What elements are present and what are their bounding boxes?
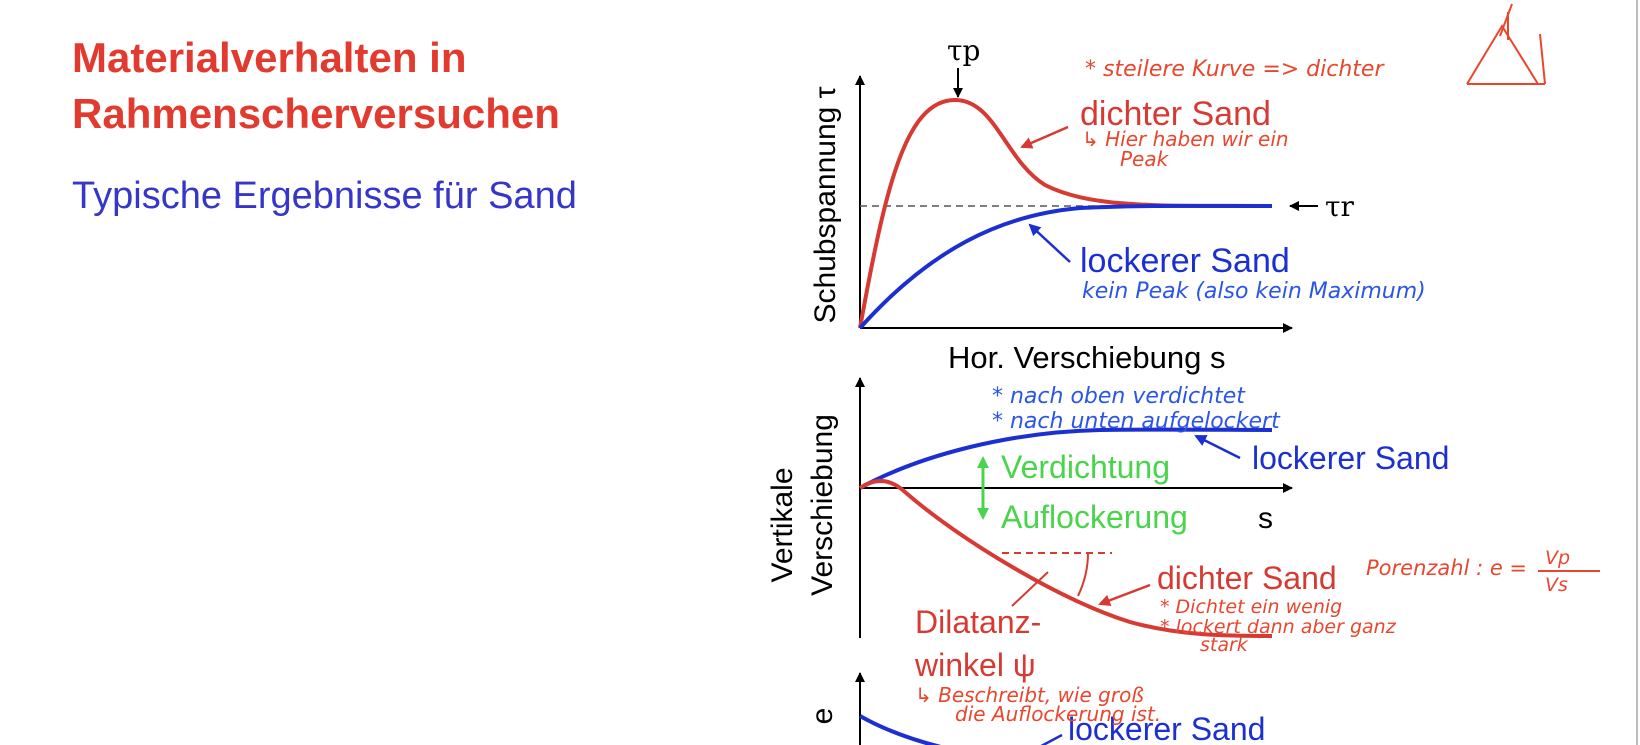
dilatancy-angle-arc [1077, 552, 1089, 597]
top-loose-pointer [1028, 223, 1071, 263]
vertical-displacement-panel: Vertikale Verschiebung s Verdichtung Auf… [766, 377, 1449, 683]
slide-subtitle: Typische Ergebnisse für Sand [72, 175, 577, 217]
middle-x-axis-label: s [1258, 502, 1273, 535]
note-peak-line-1: ↳ Hier haben wir ein [1082, 127, 1289, 151]
middle-y-axis-label-line-2: Verschiebung [806, 414, 839, 596]
middle-loose-sand-label: lockerer Sand [1252, 440, 1449, 476]
residual-strength-label: τr [1325, 190, 1354, 223]
middle-dense-pointer [1098, 583, 1151, 607]
note-steep-curve: * steilere Kurve => dichter [1085, 57, 1385, 82]
bottom-loose-sand-label: lockerer Sand [1068, 711, 1265, 745]
note-porosity-denominator: Vs [1545, 574, 1568, 596]
handwritten-notes: * steilere Kurve => dichter ↳ Hier haben… [915, 3, 1600, 726]
loose-sand-void-ratio-curve [859, 714, 942, 745]
note-peak-line-2: Peak [1120, 147, 1170, 171]
note-down-loosened: * nach unten aufgelockert [992, 409, 1281, 434]
note-dense-line-1: * Dichtet ein wenig [1160, 596, 1342, 618]
dilatancy-label-line-2: winkel ψ [914, 647, 1036, 683]
note-no-peak: kein Peak (also kein Maximum) [1082, 279, 1426, 304]
slide-title: Materialverhalten in Rahmenscherversuche… [72, 30, 560, 142]
note-up-compacted: * nach oben verdichtet [992, 384, 1246, 409]
bottom-loose-pointer [1040, 733, 1063, 745]
bottom-y-axis-label: e [806, 708, 839, 725]
shear-stress-panel: Schubspannung τ Hor. Verschiebung s τp τ… [809, 34, 1354, 375]
top-dense-sand-label: dichter Sand [1080, 95, 1271, 133]
note-porosity-numerator: Vp [1545, 547, 1570, 569]
middle-dense-sand-label: dichter Sand [1157, 560, 1337, 596]
top-y-axis-label: Schubspannung τ [809, 86, 842, 323]
top-loose-sand-label: lockerer Sand [1080, 242, 1290, 280]
top-dense-pointer [1020, 125, 1069, 149]
slide-title-line-2: Rahmenscherversuchen [72, 90, 560, 137]
loose-sand-vertical-curve [859, 427, 1273, 490]
loose-sand-shear-curve [858, 203, 1273, 330]
peak-strength-label: τp [947, 34, 980, 67]
void-ratio-panel: e lockerer Sand [806, 672, 1265, 745]
dilatancy-leader [1011, 571, 1049, 607]
note-dilatancy-line-1: ↳ Beschreibt, wie groß [915, 683, 1144, 707]
slide-title-line-1: Materialverhalten in [72, 34, 467, 81]
sketch-doodle [1466, 3, 1546, 85]
middle-loose-pointer [1194, 434, 1241, 460]
loosening-label: Auflockerung [1001, 499, 1188, 535]
note-dense-line-3: stark [1200, 634, 1249, 656]
slide-edge [1636, 0, 1638, 745]
dilatancy-label-line-1: Dilatanz- [915, 604, 1041, 640]
compaction-label: Verdichtung [1001, 449, 1170, 485]
note-porosity-label: Porenzahl : e = [1366, 556, 1527, 580]
dense-sand-vertical-curve [858, 479, 1273, 638]
middle-y-axis-label-line-1: Vertikale [766, 467, 799, 582]
note-dense-line-2: * lockert dann aber ganz [1160, 616, 1397, 638]
note-dilatancy-line-2: die Auflockerung ist. [955, 702, 1161, 726]
top-x-axis-label: Hor. Verschiebung s [948, 340, 1225, 375]
